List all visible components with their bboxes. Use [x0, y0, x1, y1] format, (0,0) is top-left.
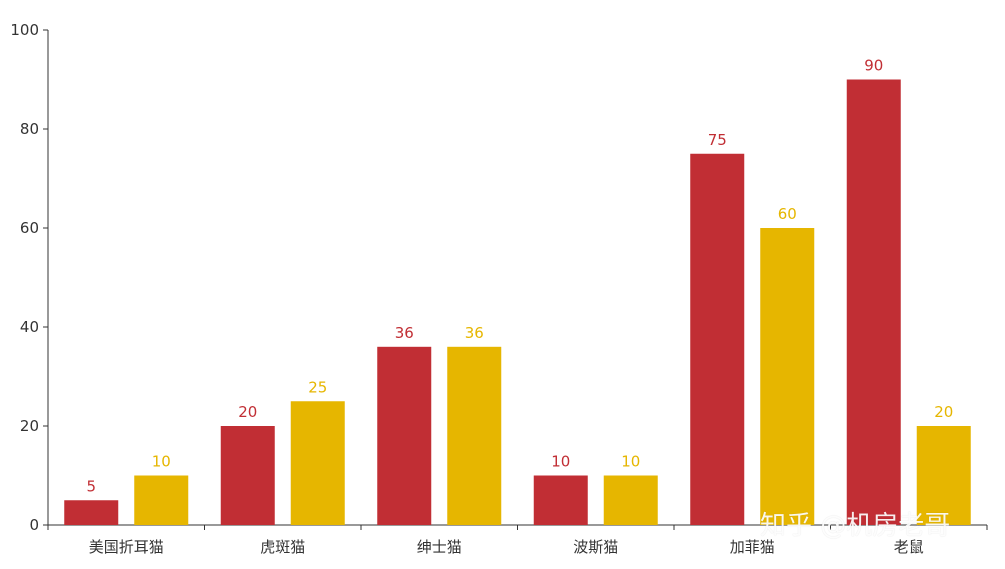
x-category-label: 虎斑猫: [260, 538, 305, 556]
data-labels: 5 10 20 25 36 36 10 10 75 60 90 20: [86, 57, 953, 496]
x-category-label: 波斯猫: [573, 538, 618, 556]
x-category-label: 美国折耳猫: [89, 538, 164, 556]
data-label-series-1: 20: [238, 403, 257, 421]
x-axis: 美国折耳猫 虎斑猫 绅士猫 波斯猫 加菲猫 老鼠: [47, 524, 988, 556]
data-label-series-2: 10: [621, 453, 640, 471]
y-axis: 0 20 40 60 80 100: [10, 21, 49, 534]
y-tick-label: 60: [20, 219, 39, 237]
y-tick-label: 80: [20, 120, 39, 138]
data-label-series-1: 5: [86, 477, 96, 495]
bar-series-1: [690, 153, 745, 525]
bar-series-2: [603, 475, 658, 525]
data-label-series-1: 36: [395, 324, 414, 342]
data-label-series-2: 20: [934, 403, 953, 421]
y-tick-label: 40: [20, 318, 39, 336]
bar-series-2: [290, 401, 345, 525]
data-label-series-2: 60: [778, 205, 797, 223]
bar-series-2: [916, 426, 971, 525]
x-category-label: 老鼠: [894, 538, 924, 556]
data-label-series-2: 36: [465, 324, 484, 342]
y-tick-label: 0: [29, 516, 39, 534]
x-category-label: 绅士猫: [417, 538, 462, 556]
y-tick-label: 20: [20, 417, 39, 435]
bar-series-2: [134, 475, 189, 525]
data-label-series-1: 90: [864, 57, 883, 75]
data-label-series-2: 25: [308, 378, 327, 396]
bar-series-2: [447, 346, 502, 525]
bars: [64, 79, 971, 525]
bar-series-1: [377, 346, 432, 525]
data-label-series-2: 10: [152, 453, 171, 471]
data-label-series-1: 10: [551, 453, 570, 471]
bar-series-2: [760, 228, 815, 525]
data-label-series-1: 75: [708, 131, 727, 149]
bar-series-1: [846, 79, 901, 525]
bar-series-1: [220, 426, 275, 525]
x-category-label: 加菲猫: [730, 538, 775, 556]
bar-series-1: [64, 500, 119, 525]
y-tick-label: 100: [10, 21, 39, 39]
bar-series-1: [533, 475, 588, 525]
